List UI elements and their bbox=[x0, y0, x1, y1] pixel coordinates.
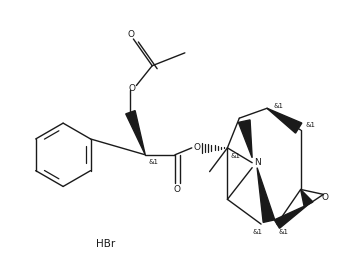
Text: O: O bbox=[173, 185, 181, 194]
Polygon shape bbox=[267, 108, 302, 133]
Text: O: O bbox=[193, 143, 200, 152]
Text: O: O bbox=[129, 84, 136, 93]
Text: O: O bbox=[128, 30, 135, 38]
Text: O: O bbox=[322, 193, 329, 202]
Text: &1: &1 bbox=[230, 153, 240, 159]
Polygon shape bbox=[301, 189, 313, 207]
Text: &1: &1 bbox=[305, 122, 316, 128]
Polygon shape bbox=[238, 120, 252, 158]
Text: HBr: HBr bbox=[96, 239, 115, 249]
Polygon shape bbox=[274, 204, 308, 228]
Text: &1: &1 bbox=[148, 159, 158, 165]
Text: &1: &1 bbox=[274, 103, 284, 109]
Text: &1: &1 bbox=[279, 229, 289, 235]
Polygon shape bbox=[126, 111, 145, 155]
Polygon shape bbox=[257, 168, 275, 222]
Text: N: N bbox=[254, 158, 261, 167]
Text: &1: &1 bbox=[252, 229, 262, 235]
